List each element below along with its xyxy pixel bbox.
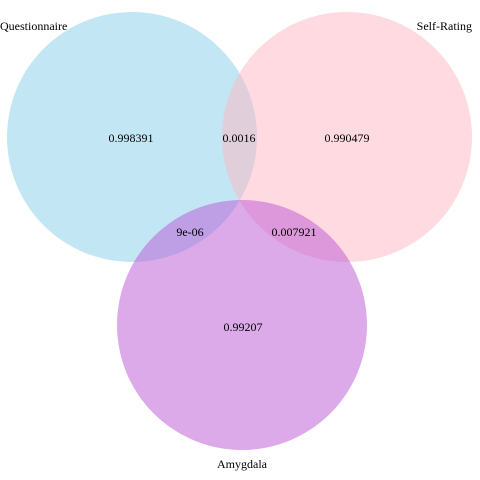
circle-self-rating xyxy=(222,12,472,262)
set-label-self-rating: Self-Rating xyxy=(417,19,472,33)
region-value-questionnaire-amygdala: 9e-06 xyxy=(176,225,203,239)
region-value-amygdala-only: 0.99207 xyxy=(224,320,263,334)
region-value-self-rating-amygdala: 0.007921 xyxy=(272,225,317,239)
region-value-questionnaire-self-rating: 0.0016 xyxy=(223,131,256,145)
set-label-amygdala: Amygdala xyxy=(217,457,268,471)
region-value-self-rating-only: 0.990479 xyxy=(325,131,370,145)
set-label-questionnaire: Questionnaire xyxy=(0,19,67,33)
circle-amygdala xyxy=(117,200,367,450)
region-value-questionnaire-only: 0.998391 xyxy=(109,131,154,145)
circle-questionnaire xyxy=(7,12,257,262)
